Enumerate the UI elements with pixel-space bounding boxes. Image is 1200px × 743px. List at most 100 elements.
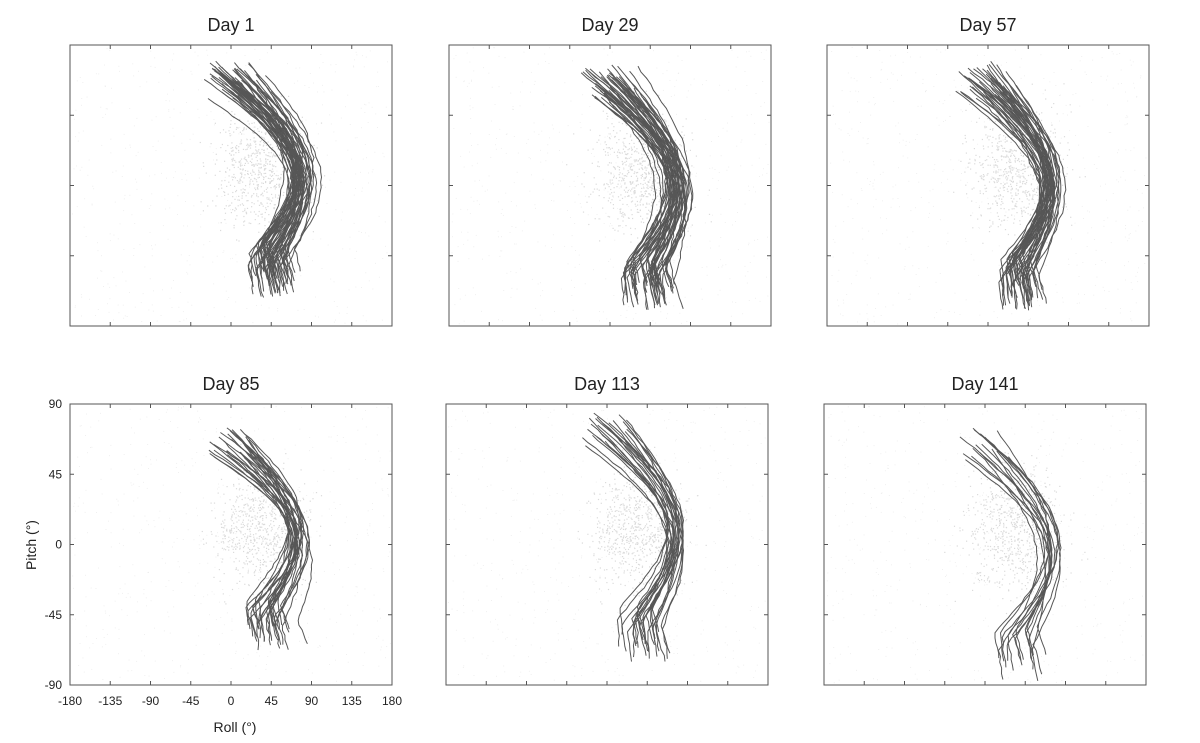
trajectory-line bbox=[233, 68, 285, 280]
density-point bbox=[273, 539, 275, 541]
density-point bbox=[651, 183, 653, 185]
density-point bbox=[253, 487, 255, 489]
density-point bbox=[123, 493, 125, 495]
density-point bbox=[641, 167, 643, 169]
density-point bbox=[634, 150, 637, 152]
density-point bbox=[1005, 211, 1007, 213]
density-point bbox=[626, 124, 628, 127]
density-point bbox=[271, 49, 273, 51]
panel-title: Day 85 bbox=[202, 374, 259, 394]
density-point bbox=[1030, 318, 1031, 320]
density-point bbox=[118, 628, 120, 630]
density-point bbox=[1003, 208, 1005, 210]
density-point bbox=[1008, 247, 1010, 249]
density-point bbox=[382, 639, 384, 641]
density-point bbox=[979, 175, 981, 177]
density-point bbox=[455, 55, 457, 56]
density-point bbox=[920, 105, 922, 107]
density-point bbox=[295, 119, 297, 121]
density-point bbox=[667, 313, 669, 315]
density-point bbox=[1137, 225, 1139, 227]
density-point bbox=[275, 514, 277, 516]
density-point bbox=[597, 161, 599, 163]
density-point bbox=[691, 165, 693, 167]
density-point bbox=[245, 513, 247, 515]
density-point bbox=[136, 611, 138, 613]
density-point bbox=[1031, 209, 1033, 211]
density-point bbox=[1030, 213, 1032, 215]
density-point bbox=[254, 137, 255, 139]
density-point bbox=[640, 221, 642, 223]
density-point bbox=[85, 236, 87, 237]
density-point bbox=[464, 294, 466, 296]
density-point bbox=[970, 168, 972, 170]
density-point bbox=[576, 317, 577, 319]
density-point bbox=[1014, 204, 1016, 206]
density-point bbox=[252, 171, 254, 173]
density-point bbox=[946, 243, 947, 245]
density-point bbox=[633, 172, 635, 175]
density-point bbox=[1144, 263, 1146, 264]
density-point bbox=[261, 175, 263, 177]
density-point bbox=[316, 530, 318, 532]
density-point bbox=[242, 181, 244, 183]
density-point bbox=[151, 248, 153, 250]
density-point bbox=[679, 144, 681, 146]
density-point bbox=[321, 515, 323, 517]
density-point bbox=[272, 540, 274, 543]
density-point bbox=[231, 546, 233, 548]
density-point bbox=[275, 166, 277, 168]
density-point bbox=[609, 138, 611, 140]
density-point bbox=[634, 203, 636, 205]
density-point bbox=[1016, 125, 1018, 127]
density-point bbox=[267, 533, 269, 535]
density-point bbox=[551, 247, 552, 248]
density-point bbox=[965, 152, 967, 154]
density-point bbox=[297, 499, 300, 502]
density-point bbox=[187, 273, 189, 275]
density-point bbox=[1006, 179, 1008, 181]
density-point bbox=[972, 227, 974, 229]
density-point bbox=[633, 191, 635, 193]
density-point bbox=[1007, 177, 1009, 179]
density-point bbox=[234, 159, 236, 162]
density-point bbox=[1011, 167, 1013, 169]
density-point bbox=[220, 184, 222, 186]
density-point bbox=[1021, 211, 1023, 213]
density-point bbox=[625, 317, 627, 318]
density-point bbox=[140, 302, 142, 304]
density-point bbox=[1060, 142, 1062, 144]
density-point bbox=[647, 180, 649, 183]
density-point bbox=[264, 165, 267, 167]
density-point bbox=[1051, 149, 1053, 151]
density-point bbox=[233, 224, 235, 227]
density-point bbox=[213, 576, 215, 578]
density-point bbox=[997, 180, 999, 182]
density-point bbox=[999, 194, 1001, 196]
density-point bbox=[92, 643, 94, 644]
density-point bbox=[81, 98, 83, 99]
density-point bbox=[1010, 172, 1012, 174]
density-point bbox=[292, 573, 294, 575]
density-point bbox=[166, 177, 167, 179]
density-point bbox=[1076, 264, 1078, 266]
density-point bbox=[172, 59, 173, 61]
density-point bbox=[201, 474, 202, 476]
density-point bbox=[74, 537, 76, 539]
density-point bbox=[253, 130, 255, 132]
density-point bbox=[717, 180, 719, 182]
density-point bbox=[630, 227, 632, 229]
density-point bbox=[506, 133, 508, 135]
density-point bbox=[1128, 234, 1130, 236]
density-point bbox=[249, 507, 252, 509]
density-point bbox=[253, 132, 255, 134]
density-point bbox=[1042, 133, 1044, 135]
density-point bbox=[1012, 181, 1014, 183]
density-point bbox=[647, 185, 649, 187]
density-point bbox=[908, 180, 910, 182]
density-point bbox=[907, 52, 909, 53]
density-point bbox=[245, 211, 247, 213]
density-point bbox=[272, 147, 274, 149]
density-point bbox=[226, 530, 228, 532]
density-point bbox=[625, 160, 628, 162]
